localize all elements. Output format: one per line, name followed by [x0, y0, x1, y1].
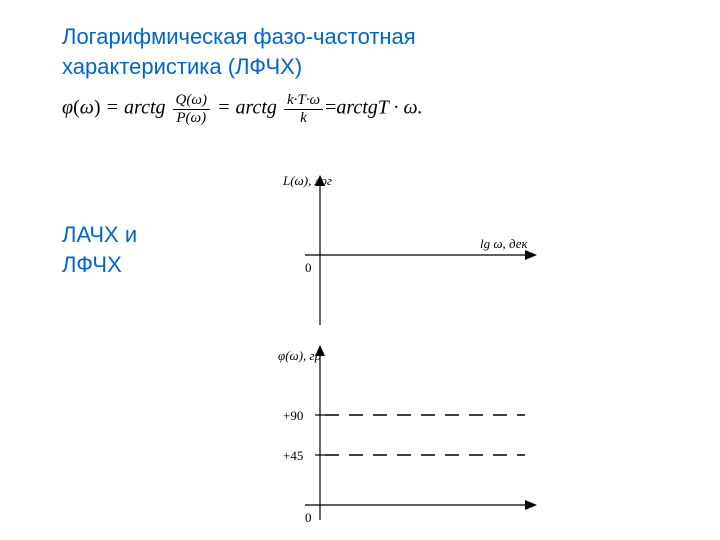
top-origin-label: 0 [305, 260, 312, 275]
side-label: ЛАЧХ и ЛФЧХ [62, 220, 137, 279]
eq-2: = [217, 97, 236, 119]
tick-label-45: +45 [283, 448, 303, 463]
bottom-x-arrow-icon [525, 500, 537, 510]
frac2-den: k [284, 110, 323, 127]
formula: φ(ω) = arctg Q(ω) P(ω) = arctg k·T·ω k =… [62, 92, 423, 126]
omega-1: ω [80, 97, 94, 119]
arctg-1: arctg [124, 97, 165, 119]
bottom-y-label: φ(ω), гр [278, 348, 322, 363]
formula-tail: arctgT · ω. [336, 97, 422, 119]
tick-label-90: +90 [283, 408, 303, 423]
top-x-label: lg ω, дек [480, 236, 529, 251]
bottom-origin-label: 0 [305, 510, 312, 525]
frac1-num: Q(ω) [173, 92, 210, 110]
eq-3: = [325, 97, 336, 119]
side-line1: ЛАЧХ и [62, 220, 137, 250]
frac1-den: P(ω) [173, 110, 210, 127]
top-x-arrow-icon [525, 250, 537, 260]
title-line1: Логарифмическая фазо-частотная [62, 22, 416, 52]
side-line2: ЛФЧХ [62, 250, 137, 280]
top-y-label: L(ω), лог [282, 173, 332, 188]
frac2-num: k·T·ω [284, 92, 323, 110]
fraction-1: Q(ω) P(ω) [173, 92, 210, 126]
fraction-2: k·T·ω k [284, 92, 323, 126]
arctg-2: arctg [235, 97, 276, 119]
page-title: Логарифмическая фазо-частотная характери… [62, 22, 416, 81]
bode-diagram: L(ω), лог lg ω, дек 0 φ(ω), гр 0 +90 +45 [225, 170, 565, 530]
title-line2: характеристика (ЛФЧХ) [62, 52, 416, 82]
phi-symbol: φ [62, 97, 73, 119]
eq-1: = [101, 97, 125, 119]
